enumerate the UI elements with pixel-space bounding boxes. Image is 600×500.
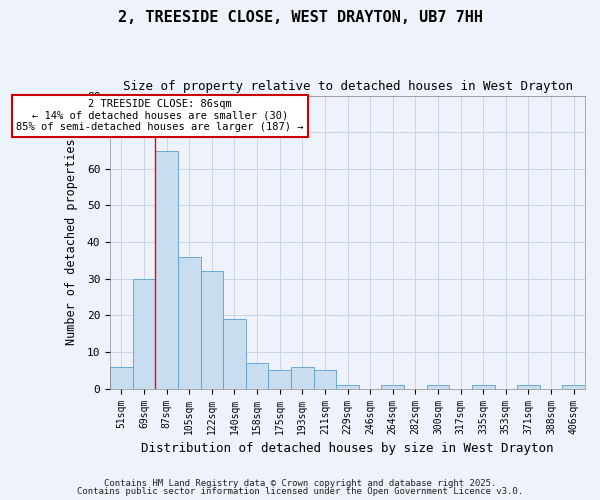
Bar (291, 366, 314, 388)
Bar (223, 319, 246, 388)
Bar (178, 257, 200, 388)
Title: Size of property relative to detached houses in West Drayton: Size of property relative to detached ho… (122, 80, 572, 93)
Bar (200, 272, 223, 388)
Bar (110, 366, 133, 388)
Text: 2 TREESIDE CLOSE: 86sqm
← 14% of detached houses are smaller (30)
85% of semi-de: 2 TREESIDE CLOSE: 86sqm ← 14% of detache… (16, 99, 304, 132)
Bar (246, 363, 268, 388)
Bar (336, 385, 359, 388)
Bar (562, 385, 585, 388)
Bar (314, 370, 336, 388)
Bar (133, 279, 155, 388)
Bar (427, 385, 449, 388)
Bar (382, 385, 404, 388)
Text: Contains HM Land Registry data © Crown copyright and database right 2025.: Contains HM Land Registry data © Crown c… (104, 478, 496, 488)
X-axis label: Distribution of detached houses by size in West Drayton: Distribution of detached houses by size … (141, 442, 554, 455)
Text: Contains public sector information licensed under the Open Government Licence v3: Contains public sector information licen… (77, 487, 523, 496)
Bar (268, 370, 291, 388)
Bar (472, 385, 494, 388)
Y-axis label: Number of detached properties: Number of detached properties (65, 139, 79, 346)
Text: 2, TREESIDE CLOSE, WEST DRAYTON, UB7 7HH: 2, TREESIDE CLOSE, WEST DRAYTON, UB7 7HH (118, 10, 482, 25)
Bar (517, 385, 540, 388)
Bar (155, 150, 178, 388)
